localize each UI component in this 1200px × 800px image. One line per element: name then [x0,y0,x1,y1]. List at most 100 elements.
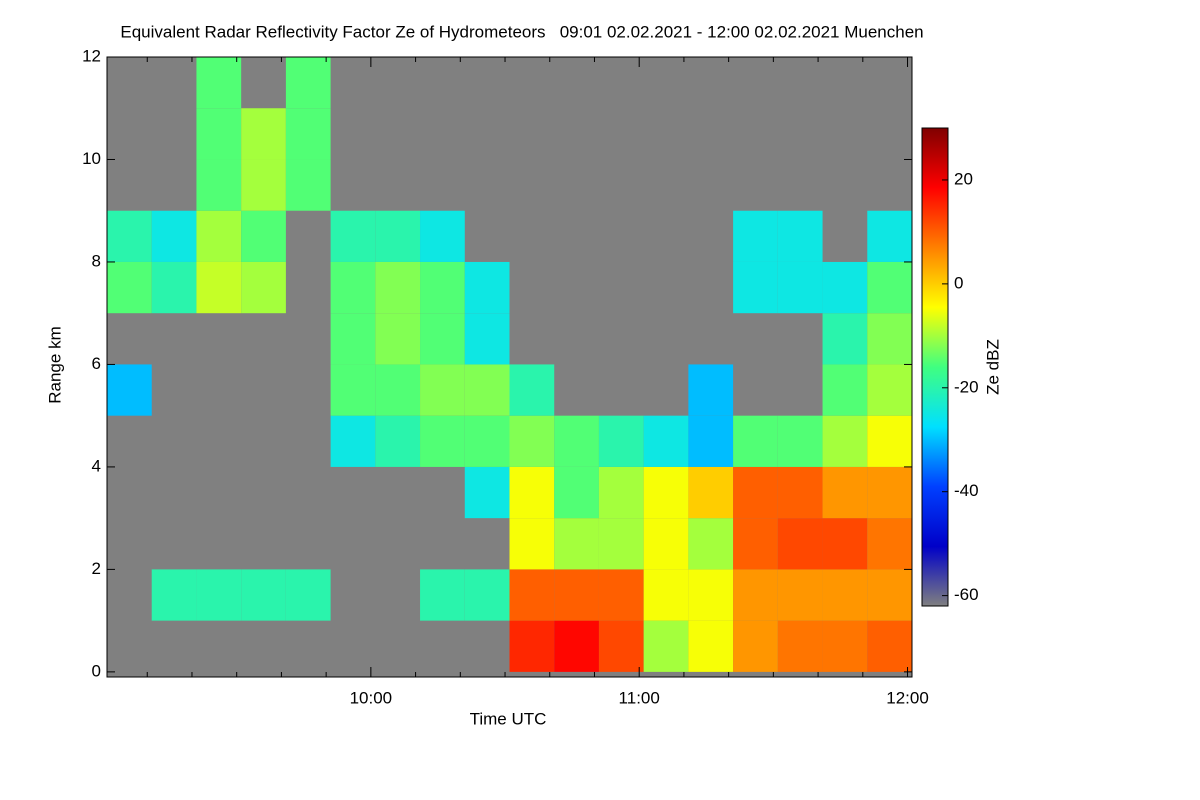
heatmap-cell [822,466,868,519]
heatmap-cell [643,466,689,519]
heatmap-cell [777,466,823,519]
heatmap-cell [822,261,868,314]
heatmap-cell [375,415,421,467]
heatmap-cell [822,569,868,621]
heatmap-cell [777,415,823,467]
heatmap-cell [196,210,242,262]
y-tick-label: 10 [82,149,101,168]
heatmap-cell [554,518,599,570]
heatmap-cell [509,620,555,672]
heatmap-cell [330,313,376,365]
heatmap-cell [733,261,778,314]
heatmap-cell [285,159,331,211]
y-tick-label: 0 [92,661,101,680]
heatmap-cell [509,518,555,570]
heatmap-cell [777,210,823,262]
heatmap-cell [598,518,644,570]
heatmap-cell [196,261,242,314]
heatmap-cell [867,261,912,314]
heatmap-cell [867,466,912,519]
heatmap-cell [464,415,510,467]
heatmap-cell [598,466,644,519]
heatmap-cell [285,569,331,621]
heatmap-cell [733,518,778,570]
heatmap-cell [777,569,823,621]
chart-title: Equivalent Radar Reflectivity Factor Ze … [120,22,923,41]
heatmap-cell [733,210,778,262]
heatmap-cell [867,415,912,467]
heatmap-cell [688,518,734,570]
colorbar-tick-label: 0 [954,273,963,292]
heatmap-cell [464,466,510,519]
x-tick-label: 12:00 [886,688,929,707]
heatmap-cell [330,261,376,314]
x-tick-label: 11:00 [619,688,660,707]
heatmap-cell [375,364,421,416]
colorbar-tick-label: -20 [954,377,979,396]
heatmap-cell [777,518,823,570]
heatmap-cell [598,415,644,467]
heatmap-cell [330,364,376,416]
heatmap-cell [733,569,778,621]
heatmap-cell [822,364,868,416]
heatmap-cell [733,620,778,672]
heatmap-cell [822,518,868,570]
heatmap-cell [375,261,421,314]
heatmap-cell [643,569,689,621]
heatmap-cell [375,313,421,365]
heatmap-cell [420,261,465,314]
y-tick-label: 4 [92,456,101,475]
heatmap-cell [420,569,465,621]
heatmap-cell [107,261,152,314]
y-tick-label: 12 [82,46,101,65]
heatmap-cell [509,466,555,519]
heatmap-cell [688,620,734,672]
heatmap-cell [867,313,912,365]
colorbar-tick-label: -60 [954,585,979,604]
heatmap-cell [777,620,823,672]
heatmap-cell [330,210,376,262]
heatmap-cell [867,569,912,621]
heatmap-cell [822,415,868,467]
y-tick-label: 6 [92,354,101,373]
heatmap-cell [554,569,599,621]
heatmap-cell [509,415,555,467]
y-axis-label: Range km [45,326,64,403]
heatmap-cell [285,108,331,160]
colorbar-label: Ze dBZ [983,339,1002,395]
heatmap-cell [196,159,242,211]
heatmap-cell [867,210,912,262]
heatmap-cell [241,108,286,160]
heatmap-cell [554,415,599,467]
heatmap-cell [241,569,286,621]
heatmap-cell [688,569,734,621]
heatmap-cell [643,518,689,570]
heatmap-cell [241,210,286,262]
heatmap-cell [509,569,555,621]
heatmap-cell [107,210,152,262]
heatmap-cell [464,313,510,365]
heatmap-cell [733,415,778,467]
x-axis-label: Time UTC [470,709,547,728]
colorbar-tick-label: 20 [954,169,973,188]
heatmap-cell [151,210,197,262]
heatmap-cell [867,364,912,416]
heatmap-cell [643,620,689,672]
heatmap-cell [688,364,734,416]
heatmap-cell [554,620,599,672]
heatmap-cell [464,261,510,314]
heatmap-cell [464,364,510,416]
heatmap-cell [733,466,778,519]
heatmap-cell [509,364,555,416]
heatmap-cell [285,57,331,109]
heatmap-cell [777,261,823,314]
heatmap-cell [330,415,376,467]
heatmap-cell [464,569,510,621]
heatmap-cell [151,569,197,621]
x-tick-label: 10:00 [350,688,393,707]
heatmap-cell [643,415,689,467]
heatmap-cell [196,569,242,621]
heatmap-cell [688,415,734,467]
y-tick-label: 8 [92,251,101,270]
y-tick-label: 2 [92,559,101,578]
